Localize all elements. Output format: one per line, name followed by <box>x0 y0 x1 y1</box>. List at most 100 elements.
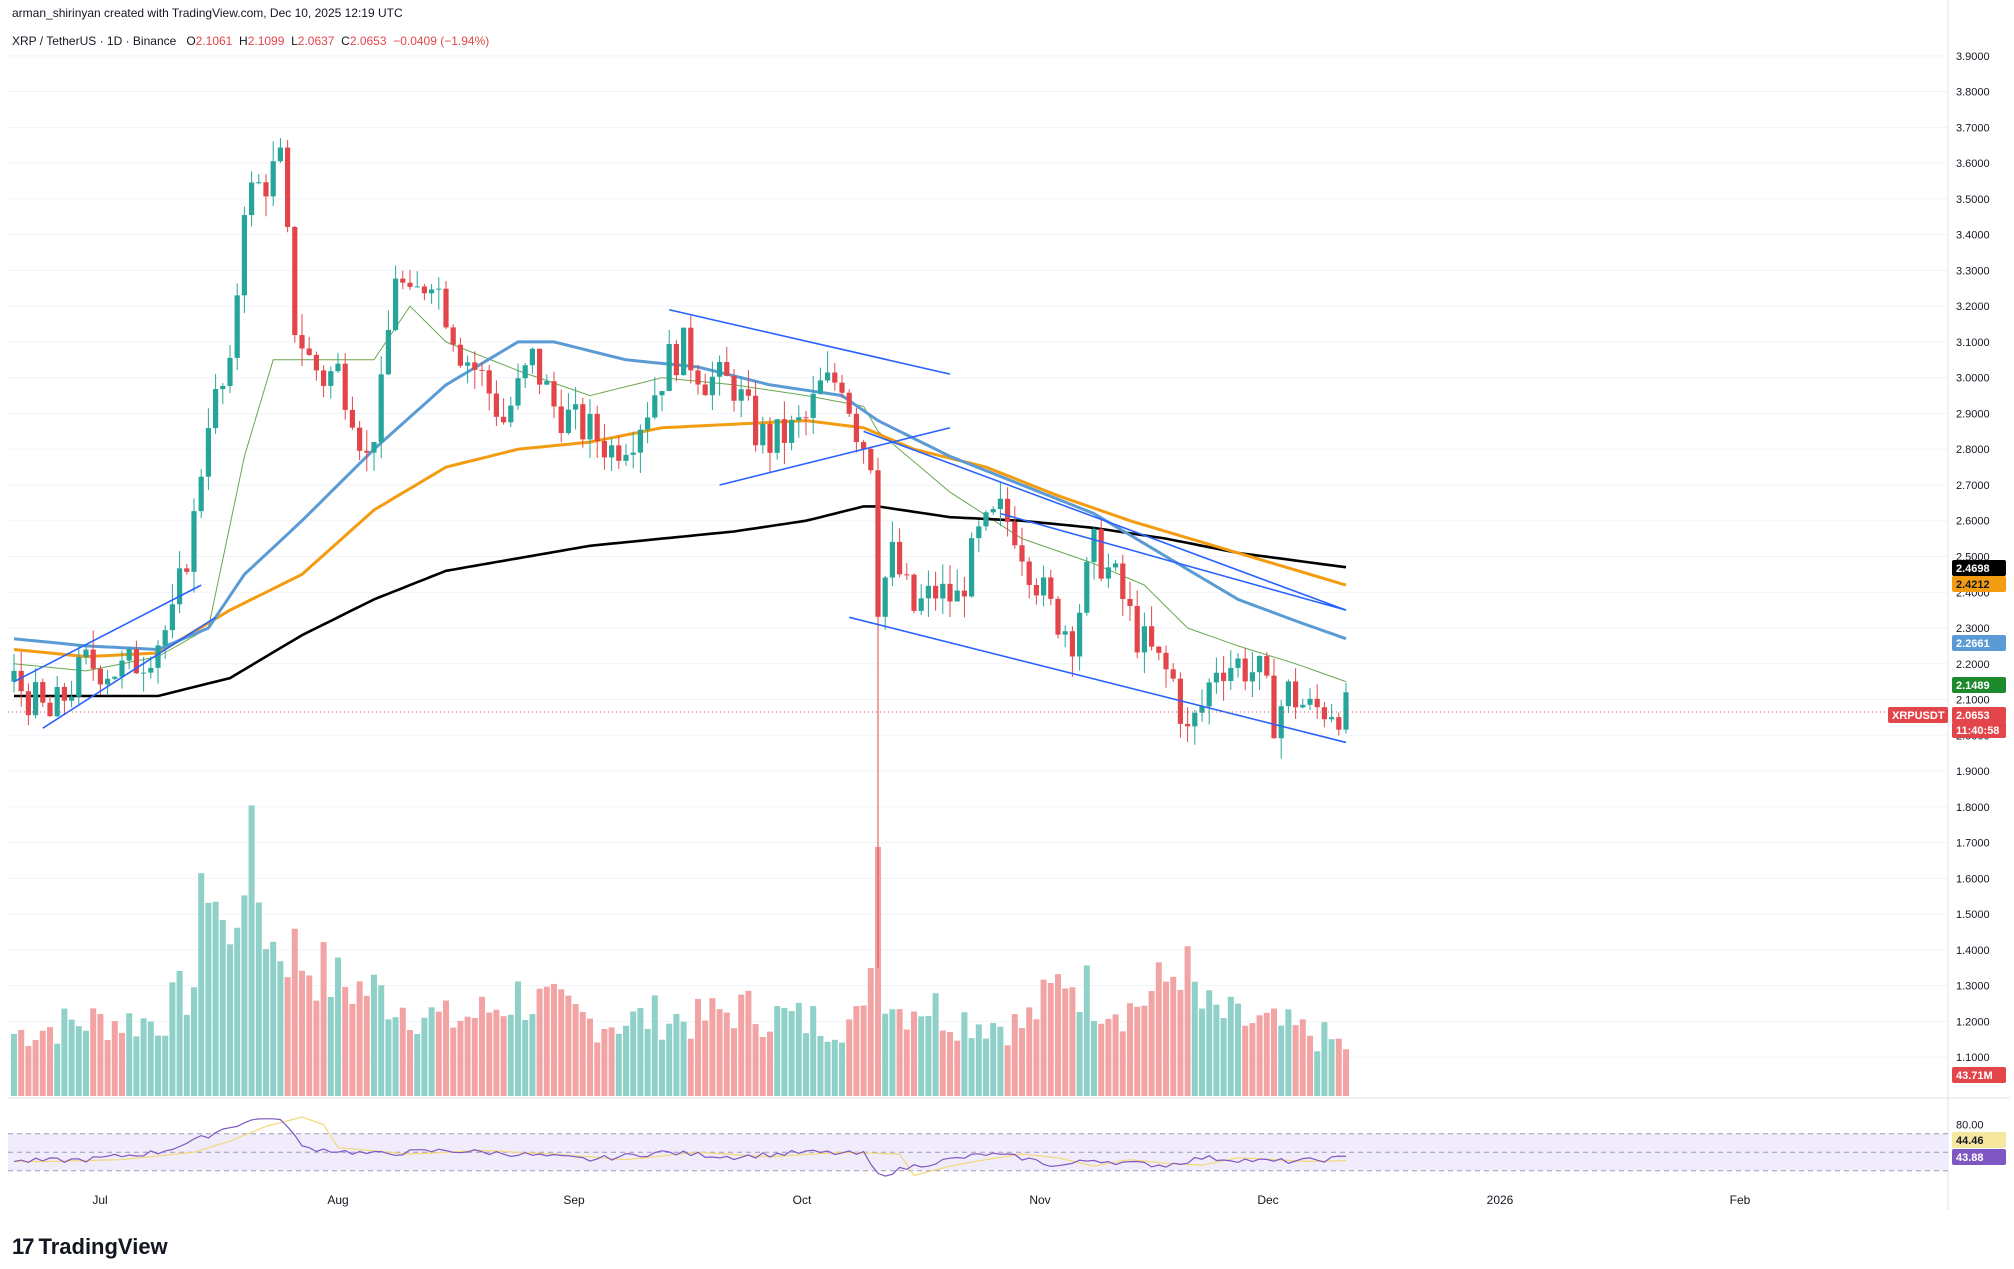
candle-body <box>479 369 485 371</box>
candle <box>573 387 579 430</box>
candle <box>853 407 859 453</box>
candle <box>1026 557 1032 599</box>
candle-body <box>1242 658 1248 682</box>
candle <box>738 376 744 418</box>
volume-bar <box>75 1026 82 1096</box>
volume-bar <box>284 977 291 1096</box>
volume-bar <box>1069 987 1076 1096</box>
candle <box>69 680 75 708</box>
symbol-name[interactable]: XRP / TetherUS · 1D · Binance <box>12 34 177 48</box>
candle-body <box>681 327 687 376</box>
price-tag: 11:40:58 <box>1952 722 2006 738</box>
volume-bar <box>659 1039 665 1096</box>
candle <box>745 370 751 401</box>
y-tick-label: 3.8000 <box>1956 87 1990 99</box>
volume-bar <box>1271 1008 1277 1096</box>
candle-body <box>1055 598 1061 635</box>
volume-bar <box>745 990 752 1096</box>
candle <box>292 225 298 343</box>
candle-body <box>565 409 571 434</box>
candle <box>897 528 903 578</box>
candle-body <box>184 568 190 572</box>
volume-bar <box>464 1016 471 1096</box>
candle <box>465 355 471 384</box>
x-tick-label: Aug <box>327 1193 348 1207</box>
candle <box>817 367 823 395</box>
volume-bar <box>1040 979 1047 1096</box>
volume-bar <box>1249 1023 1256 1096</box>
candle <box>90 630 96 681</box>
candle <box>249 171 255 227</box>
candle-body <box>637 429 643 453</box>
candle <box>1033 578 1039 605</box>
volume-bar <box>32 1039 39 1096</box>
candle-body <box>918 598 924 611</box>
candle <box>839 374 845 399</box>
candle <box>198 469 204 519</box>
volume-bar <box>363 995 370 1096</box>
candle-body <box>1033 584 1039 596</box>
volume-bar <box>983 1038 989 1096</box>
tradingview-logo[interactable]: 17 TradingView <box>12 1234 168 1260</box>
candle <box>443 281 449 330</box>
candle <box>652 377 658 420</box>
volume-bar <box>1163 981 1169 1096</box>
candle-body <box>580 404 586 440</box>
candle-body <box>18 670 24 692</box>
volume-bar <box>54 1043 61 1096</box>
y-tick-label: 3.5000 <box>1956 194 1990 206</box>
candle-body <box>220 385 226 390</box>
candle <box>1098 520 1104 582</box>
candle-body <box>839 382 845 393</box>
y-tick-label: 1.7000 <box>1956 838 1990 850</box>
candle-body <box>1019 545 1025 562</box>
volume-bar <box>839 1042 845 1096</box>
candle-body <box>522 365 528 379</box>
volume-bar <box>169 982 176 1096</box>
candle <box>673 340 679 382</box>
candle <box>25 683 31 726</box>
volume-bar <box>853 1006 860 1096</box>
candle <box>234 283 240 371</box>
price-tag-text: 2.1489 <box>1956 680 1990 692</box>
candle-body <box>148 667 154 673</box>
open-value: 2.1061 <box>195 34 233 48</box>
candle-body <box>292 226 298 336</box>
candle <box>933 571 939 611</box>
candle <box>609 437 615 471</box>
volume-bar <box>385 1019 392 1096</box>
volume-bar <box>1263 1012 1270 1096</box>
price-tag-bg <box>1952 635 2006 651</box>
candle-body <box>573 404 579 410</box>
candle <box>911 573 917 614</box>
candle <box>385 310 391 375</box>
candle <box>688 315 694 384</box>
candle <box>148 656 154 679</box>
volume-bar <box>687 1038 694 1096</box>
volume-bar <box>860 1005 867 1096</box>
candle <box>421 283 427 301</box>
candle <box>349 396 355 430</box>
volume-bar <box>342 986 349 1096</box>
volume-bar <box>104 1040 111 1096</box>
candle <box>457 337 463 368</box>
candle-body <box>1249 672 1255 682</box>
candle <box>1077 604 1083 671</box>
candle <box>997 481 1003 527</box>
candle <box>155 640 161 684</box>
candle-body <box>1005 498 1011 522</box>
candle-body <box>1041 577 1047 596</box>
volume-bar <box>349 1003 356 1096</box>
candle-body <box>961 590 967 597</box>
candle <box>969 532 975 598</box>
july-channel-lower <box>42 616 217 729</box>
candle <box>342 353 348 420</box>
candle-body <box>551 381 557 407</box>
volume-bar <box>817 1035 824 1096</box>
y-tick-label: 3.9000 <box>1956 51 1990 63</box>
price-tag-bg <box>1952 677 2006 693</box>
volume-bar <box>1026 1007 1033 1096</box>
candle <box>112 676 118 681</box>
volume-bar <box>248 805 255 1096</box>
